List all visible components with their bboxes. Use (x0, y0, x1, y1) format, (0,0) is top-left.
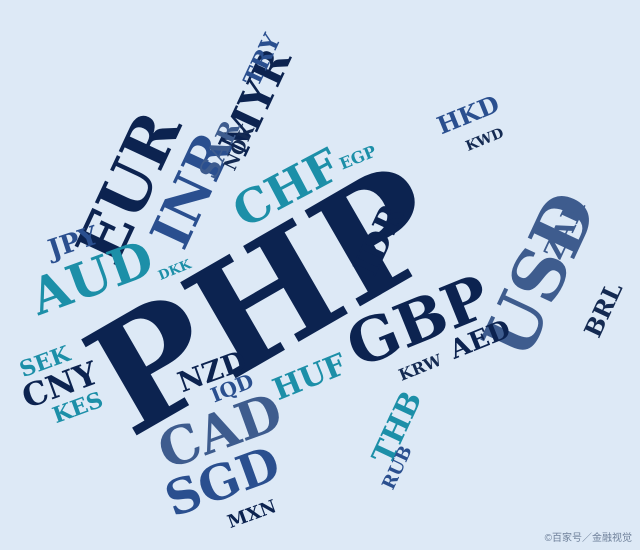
watermark-text: ©百家号／金融视觉 (544, 533, 632, 544)
word-brl: BRL (577, 277, 628, 342)
word-kwd: KWD (463, 125, 507, 155)
